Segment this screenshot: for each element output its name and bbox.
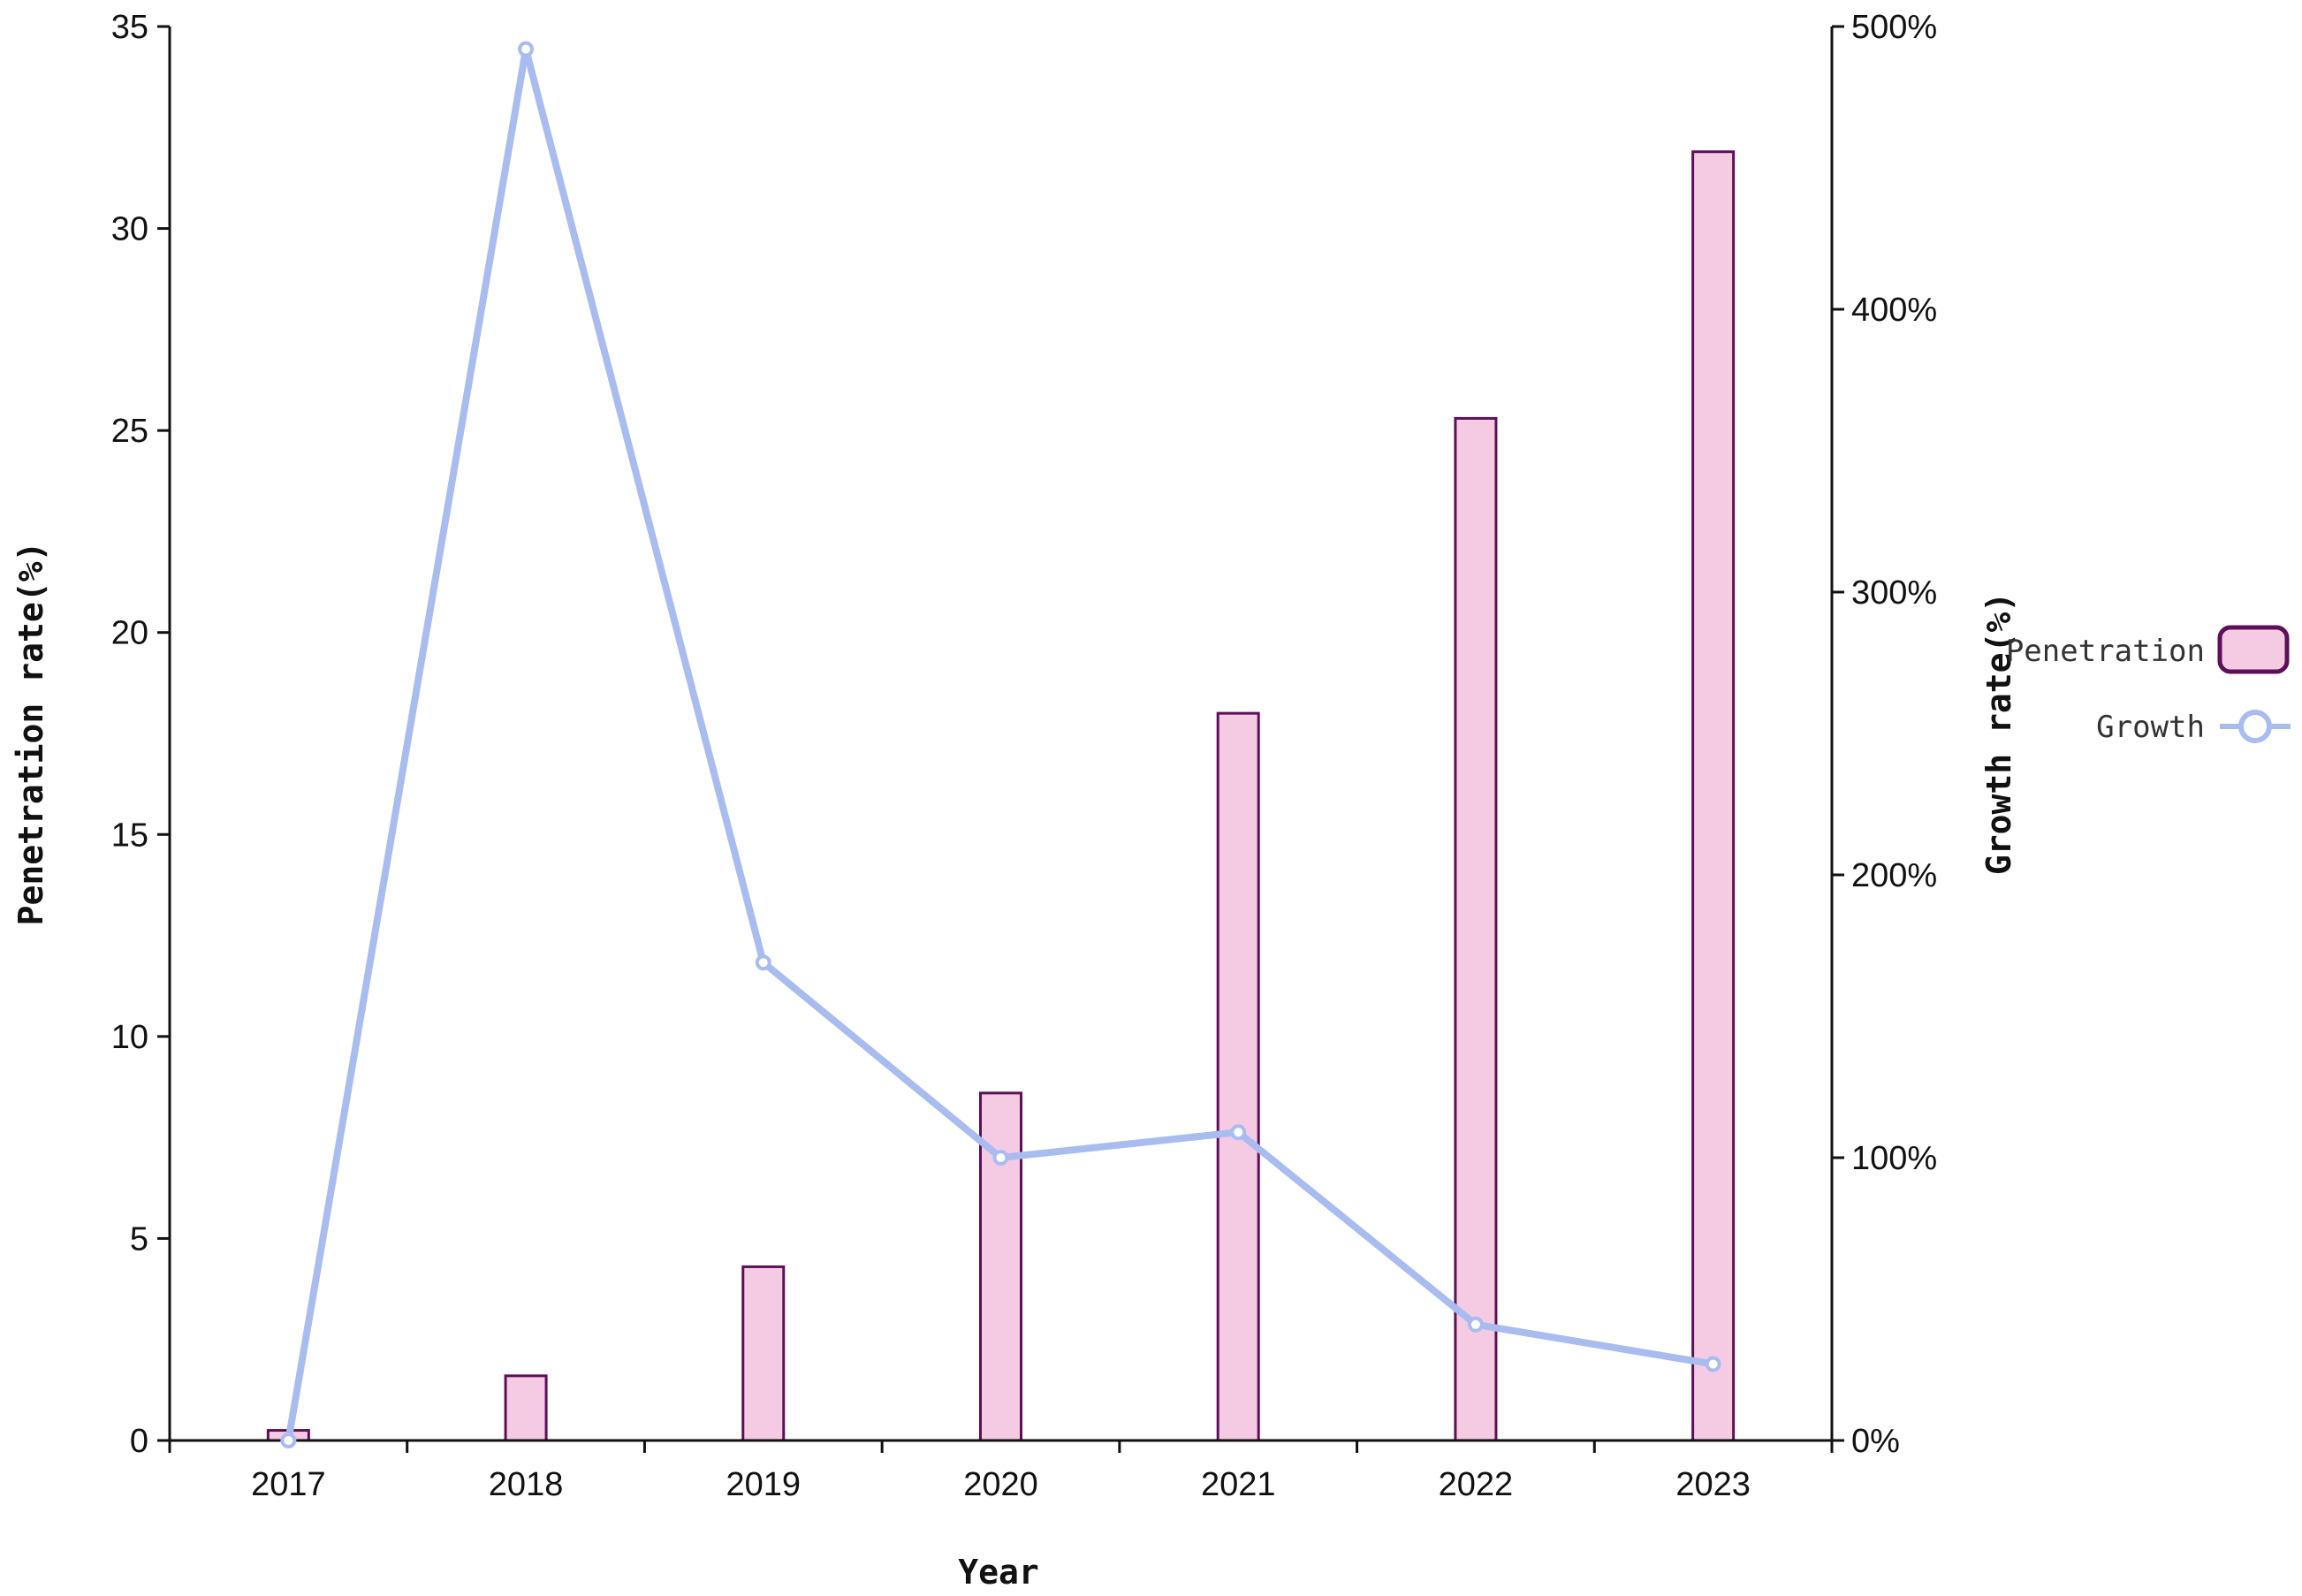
y-tick-right-label: 200% <box>1851 857 1937 894</box>
y-axis-left-title: Penetration rate(%) <box>11 542 50 926</box>
growth-point-2022 <box>1467 1316 1484 1333</box>
legend-swatch-penetration <box>2217 625 2290 674</box>
y-tick-right-label: 500% <box>1851 9 1937 46</box>
y-tick-left-label: 35 <box>111 9 148 46</box>
y-tick-left-label: 20 <box>111 615 148 652</box>
y-tick-left-label: 0 <box>130 1423 148 1460</box>
y-tick-right-label: 300% <box>1851 574 1937 612</box>
x-tick-label: 2021 <box>1201 1466 1276 1503</box>
legend: Penetration Growth <box>2006 625 2291 745</box>
growth-point-2018 <box>518 41 535 57</box>
bars-layer <box>266 150 1736 1442</box>
y-axis-right-title: Growth rate(%) <box>1979 592 2018 875</box>
bar-2019 <box>741 1265 786 1442</box>
bar-2018 <box>504 1374 548 1442</box>
legend-label-growth: Growth <box>2096 710 2205 745</box>
bar-2023 <box>1691 150 1736 1442</box>
x-tick-label: 2020 <box>963 1466 1038 1503</box>
legend-swatch-growth-marker <box>2238 710 2272 743</box>
growth-point-2020 <box>992 1150 1009 1166</box>
growth-point-2017 <box>280 1433 297 1448</box>
x-tick-label: 2022 <box>1439 1466 1514 1503</box>
growth-point-2019 <box>755 954 771 971</box>
y-tick-left-label: 30 <box>111 211 148 248</box>
y-tick-left-label: 10 <box>111 1019 148 1056</box>
legend-label-penetration: Penetration <box>2006 634 2205 669</box>
growth-point-2021 <box>1230 1124 1247 1141</box>
y-tick-right-label: 100% <box>1851 1140 1937 1177</box>
x-tick-label: 2019 <box>726 1466 802 1503</box>
y-tick-right-label: 400% <box>1851 292 1937 329</box>
y-tick-left-label: 25 <box>111 413 148 450</box>
bar-2021 <box>1216 711 1260 1442</box>
growth-point-2023 <box>1705 1356 1721 1372</box>
bar-2022 <box>1454 416 1498 1442</box>
x-tick-label: 2023 <box>1675 1466 1751 1503</box>
y-ticks-right: 0% 100% 200% 300% 400% 500% <box>1832 9 1937 1460</box>
x-ticks: 2017 2018 2019 2020 2021 2022 2023 <box>168 1440 1834 1503</box>
line-layer <box>280 41 1721 1448</box>
y-tick-left-label: 15 <box>111 817 148 854</box>
x-axis-title: Year <box>958 1553 1039 1592</box>
x-tick-label: 2017 <box>251 1466 326 1503</box>
y-tick-right-label: 0% <box>1851 1423 1900 1460</box>
y-ticks-left: 0 5 10 15 20 25 30 35 <box>111 9 170 1460</box>
axes-layer <box>168 27 1834 1442</box>
x-tick-label: 2018 <box>489 1466 564 1503</box>
y-tick-left-label: 5 <box>130 1220 148 1258</box>
